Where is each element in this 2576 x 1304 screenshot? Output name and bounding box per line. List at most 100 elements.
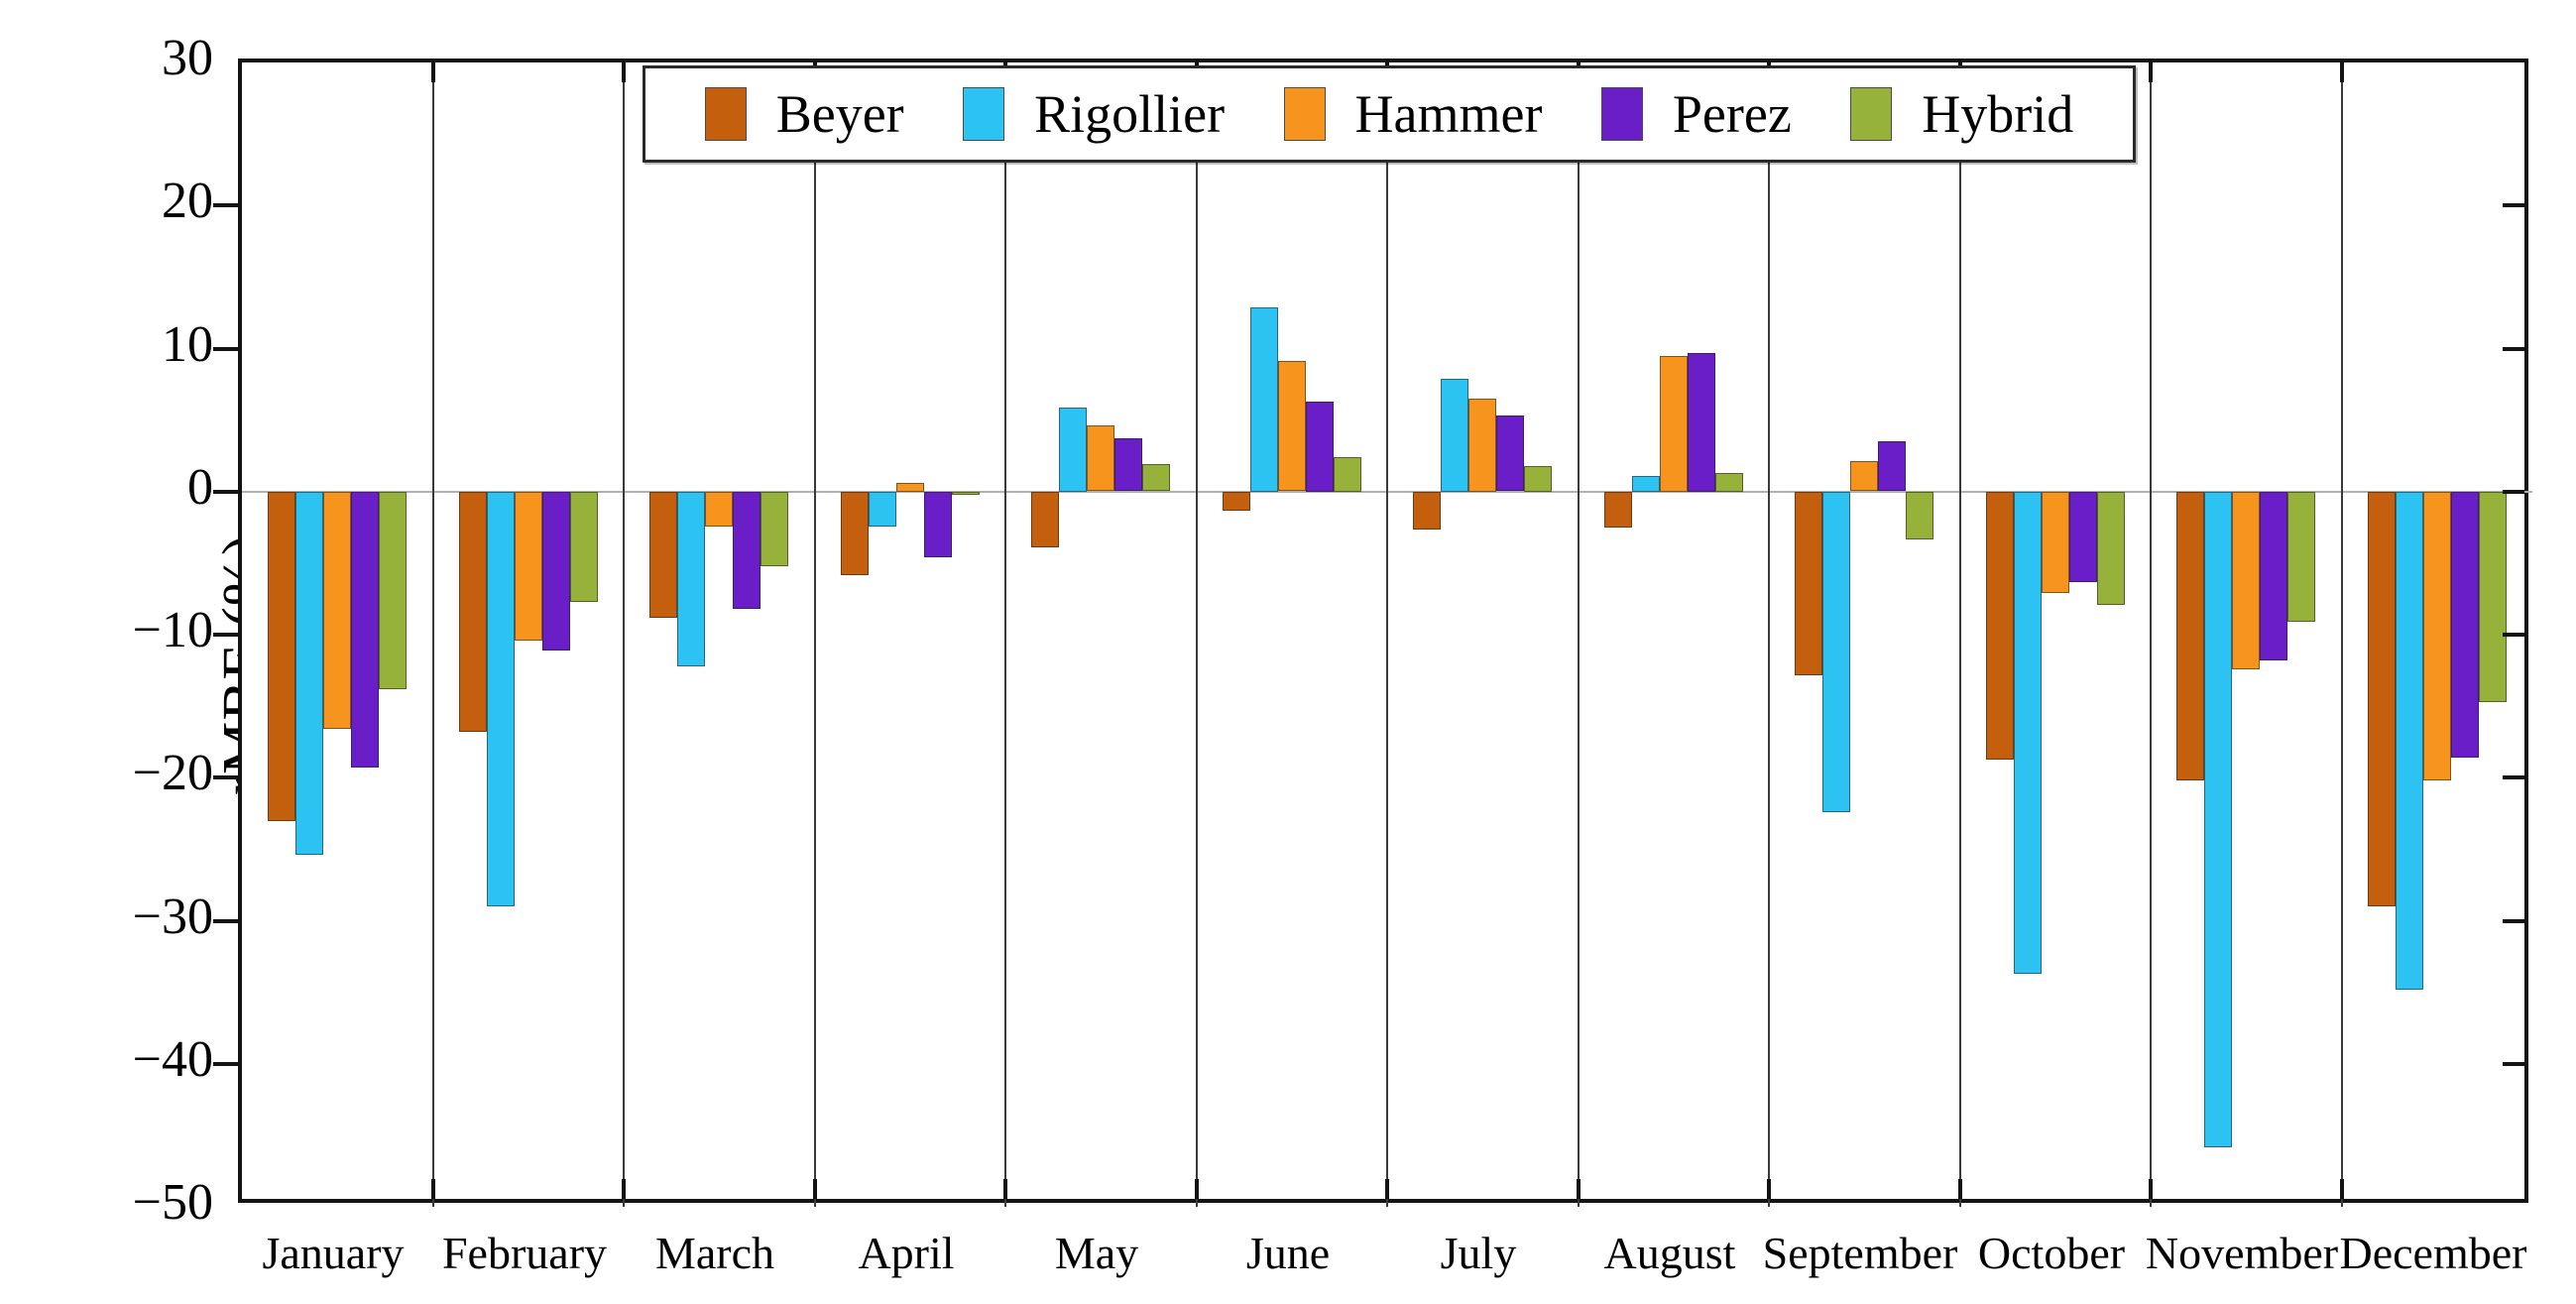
bar-perez-april xyxy=(924,492,952,557)
legend-swatch-beyer-icon xyxy=(704,87,747,141)
bar-beyer-july xyxy=(1413,492,1441,530)
x-tick-label: April xyxy=(858,1228,955,1278)
y-axis-tick xyxy=(213,775,238,779)
month-separator-gridline xyxy=(1768,62,1770,1207)
y-axis-tick xyxy=(213,203,238,207)
bar-hybrid-august xyxy=(1715,473,1743,492)
bottom-axis-tick xyxy=(622,1179,626,1199)
legend-swatch-perez-icon xyxy=(1600,87,1643,141)
y-tick-label: −30 xyxy=(132,889,213,945)
bar-rigollier-october xyxy=(2014,492,2042,974)
month-separator-gridline xyxy=(432,62,434,1207)
bar-beyer-august xyxy=(1604,492,1632,528)
bottom-axis-tick xyxy=(2340,1179,2344,1199)
legend: Beyer Rigollier Hammer Perez Hybrid xyxy=(643,65,2136,163)
bottom-axis-tick xyxy=(1577,1179,1581,1199)
bar-perez-september xyxy=(1878,441,1906,491)
bar-hammer-september xyxy=(1850,461,1878,491)
x-tick-label: February xyxy=(441,1228,608,1278)
month-separator-gridline xyxy=(2150,62,2152,1207)
bar-beyer-october xyxy=(1986,492,2014,760)
legend-label: Perez xyxy=(1672,84,1792,144)
x-tick-label: May xyxy=(1054,1228,1139,1278)
x-tick-label: November xyxy=(2145,1228,2339,1278)
plot-area xyxy=(213,59,2532,1207)
bottom-axis-tick xyxy=(1767,1179,1771,1199)
legend-item-beyer: Beyer xyxy=(704,84,904,144)
bar-hammer-february xyxy=(515,492,542,641)
bar-rigollier-july xyxy=(1441,379,1468,492)
bottom-axis-tick xyxy=(1003,1179,1007,1199)
bar-hybrid-october xyxy=(2097,492,2125,605)
legend-item-rigollier: Rigollier xyxy=(963,87,1225,141)
y-tick-label: 30 xyxy=(162,30,213,86)
bottom-axis-tick xyxy=(813,1179,817,1199)
bar-perez-august xyxy=(1688,353,1715,492)
y-axis-tick xyxy=(213,1062,238,1066)
legend-item-hammer: Hammer xyxy=(1283,87,1542,141)
x-tick-label: December xyxy=(2339,1228,2527,1278)
bar-beyer-september xyxy=(1795,492,1822,675)
top-axis-tick xyxy=(2149,62,2153,82)
y-axis-tick-right xyxy=(2503,1062,2524,1066)
bar-hybrid-november xyxy=(2287,492,2315,622)
bar-rigollier-september xyxy=(1822,492,1850,812)
bar-hybrid-september xyxy=(1906,492,1933,539)
bar-perez-may xyxy=(1114,438,1142,491)
bottom-axis-tick xyxy=(431,1179,435,1199)
bar-beyer-november xyxy=(2176,492,2204,780)
x-tick-label: September xyxy=(1762,1228,1958,1278)
y-tick-label: −10 xyxy=(132,602,213,658)
bar-rigollier-august xyxy=(1632,476,1660,492)
bar-perez-november xyxy=(2260,492,2287,660)
bar-hybrid-april xyxy=(952,492,980,495)
y-axis-tick-right xyxy=(2503,775,2524,779)
y-tick-label: 20 xyxy=(162,173,213,229)
x-tick-label: October xyxy=(1977,1228,2126,1278)
month-separator-gridline xyxy=(623,62,625,1207)
legend-swatch-hammer-icon xyxy=(1283,87,1326,141)
y-axis-tick xyxy=(213,633,238,637)
bar-beyer-may xyxy=(1031,492,1059,547)
bar-hybrid-february xyxy=(570,492,598,602)
bar-rigollier-november xyxy=(2204,492,2232,1147)
bar-perez-december xyxy=(2451,492,2479,758)
bar-perez-june xyxy=(1306,402,1334,492)
bar-rigollier-may xyxy=(1059,408,1087,492)
bar-hybrid-july xyxy=(1524,466,1552,492)
bar-rigollier-march xyxy=(677,492,705,666)
bar-perez-october xyxy=(2069,492,2097,582)
bar-hybrid-june xyxy=(1334,457,1361,492)
legend-swatch-hybrid-icon xyxy=(1850,87,1893,141)
month-separator-gridline xyxy=(2341,62,2343,1207)
legend-label: Beyer xyxy=(775,84,904,144)
y-axis-tick xyxy=(213,347,238,351)
bar-rigollier-december xyxy=(2396,492,2423,990)
bar-beyer-march xyxy=(649,492,677,618)
bar-perez-july xyxy=(1496,415,1524,491)
legend-item-hybrid: Hybrid xyxy=(1850,87,2073,141)
x-tick-label: January xyxy=(262,1228,405,1278)
y-axis-tick xyxy=(213,919,238,923)
bar-rigollier-april xyxy=(869,492,896,527)
bar-hammer-may xyxy=(1087,425,1114,491)
bar-beyer-december xyxy=(2368,492,2396,906)
bar-hammer-december xyxy=(2423,492,2451,780)
y-axis-tick-right xyxy=(2503,203,2524,207)
bar-hybrid-may xyxy=(1142,464,1170,491)
bar-rigollier-june xyxy=(1250,307,1278,492)
legend-label: Hybrid xyxy=(1922,84,2074,144)
legend-label: Rigollier xyxy=(1034,84,1226,144)
y-tick-label: −20 xyxy=(132,745,213,801)
bar-beyer-january xyxy=(268,492,295,821)
bar-beyer-june xyxy=(1223,492,1250,511)
top-axis-tick xyxy=(2340,62,2344,82)
y-axis-tick-right xyxy=(2503,633,2524,637)
bar-perez-march xyxy=(733,492,761,609)
bar-perez-february xyxy=(542,492,570,651)
y-tick-label: 10 xyxy=(162,316,213,373)
bar-rigollier-february xyxy=(487,492,515,906)
legend-item-perez: Perez xyxy=(1600,84,1792,144)
month-separator-gridline xyxy=(1578,62,1580,1207)
y-tick-label: −40 xyxy=(132,1031,213,1088)
